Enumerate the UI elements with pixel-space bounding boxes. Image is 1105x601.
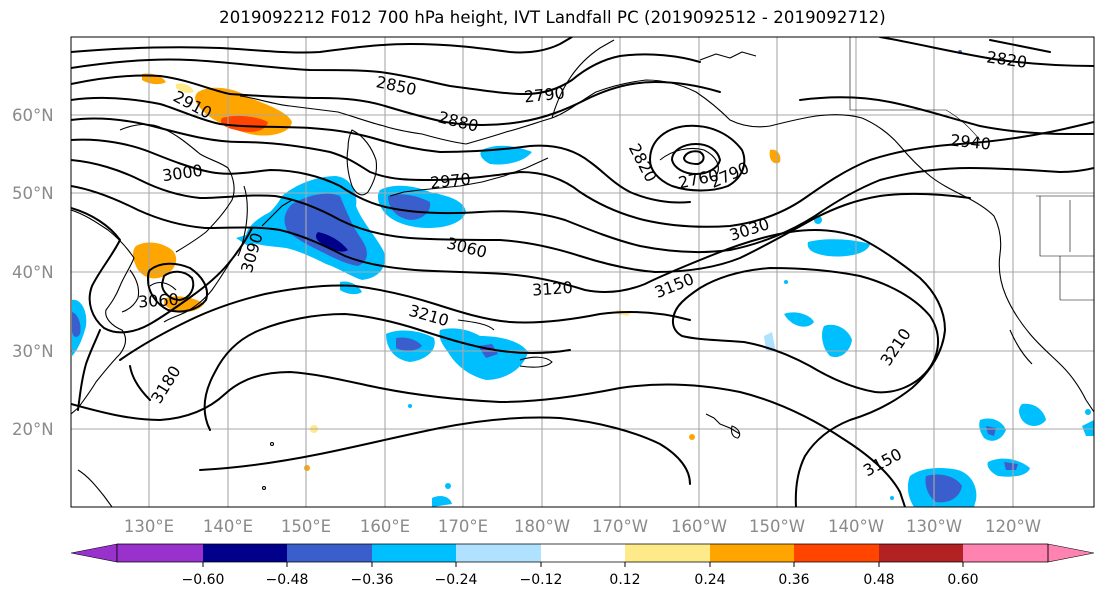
height-contours xyxy=(71,37,1094,507)
ivt-negative-area xyxy=(408,404,412,408)
coastlines xyxy=(71,37,1094,507)
colorbar-bin xyxy=(963,544,1048,562)
ivt-negative-area xyxy=(236,232,262,246)
ivt-negative-area xyxy=(396,337,422,351)
lon-label: 170°E xyxy=(438,517,488,536)
ivt-negative-area xyxy=(1004,462,1018,470)
colorbar-tick-label: 0.48 xyxy=(863,572,894,588)
latitude-labels: 60°N 50°N 40°N 30°N 20°N xyxy=(12,106,54,439)
contour-label: 3120 xyxy=(531,278,573,300)
lat-label: 60°N xyxy=(12,106,54,125)
ivt-negative-area xyxy=(284,193,367,266)
lat-label: 50°N xyxy=(12,184,54,203)
colorbar-tick-label: 0.36 xyxy=(778,572,809,588)
colorbar-bin xyxy=(117,544,203,562)
lon-label: 160°W xyxy=(671,517,727,536)
lon-label: 160°E xyxy=(360,517,410,536)
colorbar-extend-max xyxy=(1047,543,1095,563)
longitude-labels: 130°E 140°E 150°E 160°E 170°E 180°W 170°… xyxy=(124,517,1041,536)
ivt-negative-area xyxy=(925,474,962,503)
ivt-positive-area xyxy=(176,83,194,93)
lat-label: 40°N xyxy=(12,263,54,282)
ivt-positive-area xyxy=(769,149,781,164)
lon-label: 140°E xyxy=(203,517,253,536)
ivt-negative-area xyxy=(445,483,451,489)
colorbar-tick-label: 0.24 xyxy=(694,572,725,588)
ivt-negative-area xyxy=(432,496,452,507)
colorbar-bin xyxy=(541,544,625,562)
colorbar-extend-min xyxy=(70,543,118,563)
ivt-shading xyxy=(72,50,1094,507)
map-panel: 2820 2850 2790 2880 2910 2820 2940 2760 … xyxy=(71,37,1094,507)
ivt-negative-area xyxy=(315,232,348,252)
ivt-negative-area xyxy=(388,194,431,220)
colorbar: −0.60 −0.48 −0.36 −0.24 −0.12 0.12 0.24 … xyxy=(70,543,1095,588)
ivt-positive-area xyxy=(195,87,292,136)
ivt-negative-area xyxy=(1082,420,1094,436)
colorbar-bin xyxy=(625,544,710,562)
colorbar-bin xyxy=(794,544,879,562)
colorbar-bin xyxy=(456,544,541,562)
lon-label: 150°W xyxy=(749,517,805,536)
colorbar-tick-label: 0.60 xyxy=(947,572,978,588)
lon-label: 150°E xyxy=(281,517,331,536)
lat-label: 20°N xyxy=(12,420,54,439)
contour-label: 2970 xyxy=(429,169,471,192)
lon-label: 120°W xyxy=(985,517,1041,536)
ivt-negative-area xyxy=(72,312,81,337)
colorbar-bin xyxy=(879,544,963,562)
colorbar-bin xyxy=(203,544,287,562)
ivt-positive-area xyxy=(689,434,695,440)
contour-label: 2790 xyxy=(523,83,565,106)
colorbar-bin xyxy=(287,544,372,562)
map-title: 2019092212 F012 700 hPa height, IVT Land… xyxy=(219,8,886,27)
colorbar-tick-label: −0.24 xyxy=(435,572,478,588)
ivt-negative-area xyxy=(784,280,788,284)
colorbar-bin xyxy=(710,544,794,562)
ivt-negative-area xyxy=(807,239,870,257)
lat-label: 30°N xyxy=(12,342,54,361)
ivt-positive-area xyxy=(220,115,268,132)
contour-label: 3060 xyxy=(137,290,179,312)
colorbar-tick-label: 0.12 xyxy=(609,572,640,588)
contour-label: 2940 xyxy=(949,131,991,154)
map-frame xyxy=(70,36,1095,508)
lon-label: 130°W xyxy=(906,517,962,536)
colorbar-outline xyxy=(116,543,1049,563)
colorbar-bin xyxy=(372,544,456,562)
colorbar-tick-label: −0.12 xyxy=(520,572,563,588)
colorbar-tick-label: −0.36 xyxy=(351,572,394,588)
ivt-positive-area xyxy=(304,465,310,471)
ivt-negative-area xyxy=(784,312,814,327)
ivt-negative-area xyxy=(890,496,894,500)
lon-label: 140°W xyxy=(828,517,884,536)
ivt-positive-area xyxy=(133,242,177,279)
colorbar-tick-label: −0.48 xyxy=(266,572,309,588)
lon-label: 170°W xyxy=(592,517,648,536)
ivt-negative-area xyxy=(1085,409,1091,415)
ivt-negative-area xyxy=(822,324,852,358)
lon-label: 130°E xyxy=(124,517,174,536)
colorbar-ticks xyxy=(202,562,964,567)
lon-label: 180°W xyxy=(514,517,570,536)
ivt-negative-area xyxy=(1019,403,1046,426)
colorbar-tick-label: −0.60 xyxy=(182,572,225,588)
